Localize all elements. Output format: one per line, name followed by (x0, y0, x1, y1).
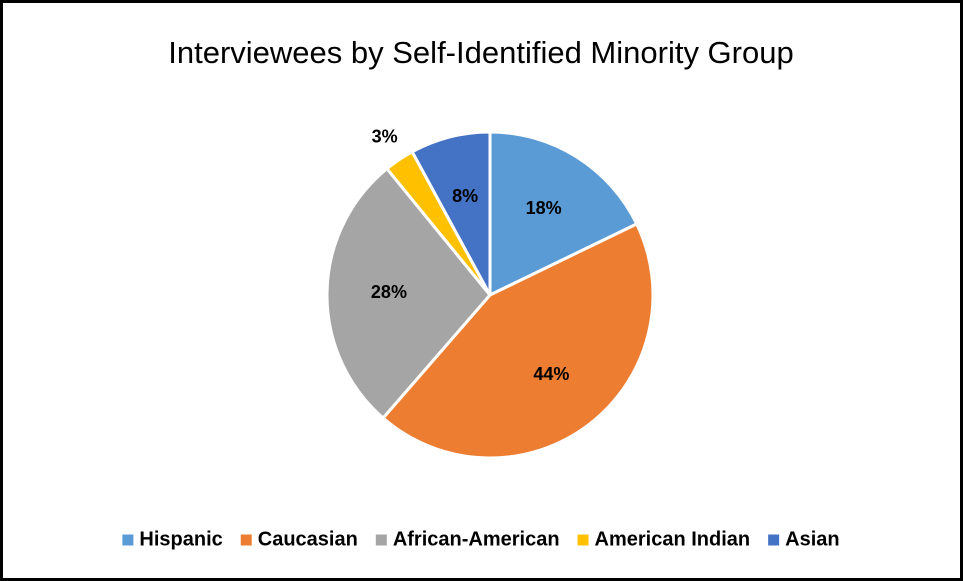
pie-slice (325, 167, 492, 420)
legend-swatch (122, 534, 134, 546)
data-label: 44% (533, 364, 569, 384)
legend: Hispanic Caucasian African-American America… (122, 528, 840, 550)
legend-swatch (375, 534, 387, 546)
data-label: 3% (372, 127, 398, 147)
pie (325, 130, 655, 460)
data-label: 28% (371, 282, 407, 302)
legend-label: Asian (785, 528, 839, 550)
pie-slice (381, 222, 655, 460)
pie-slice (410, 130, 492, 297)
legend-swatch (577, 534, 589, 546)
chart-title: Interviewees by Self-Identified Minority… (168, 35, 793, 70)
legend-label: American Indian (595, 528, 751, 550)
data-label: 18% (526, 198, 562, 218)
legend-label: Hispanic (139, 528, 222, 550)
legend-swatch (768, 534, 780, 546)
legend-swatch (240, 534, 252, 546)
legend-label: Caucasian (258, 528, 358, 550)
pie-slice (488, 130, 639, 297)
data-labels: 18% 44% 28% 3% 8% (371, 127, 569, 384)
legend-label: African-American (393, 528, 560, 550)
data-label: 8% (452, 186, 478, 206)
